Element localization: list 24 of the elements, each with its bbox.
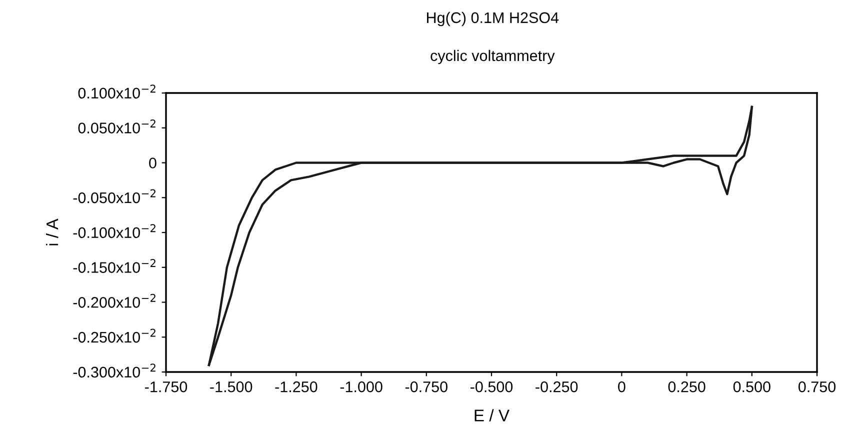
x-tick-label: -1.500 (210, 381, 252, 392)
chart-title: Hg(C) 0.1M H2SO4 (427, 12, 559, 26)
y-tick-label: 0 (149, 158, 156, 168)
x-axis-title: E / V (474, 409, 510, 422)
x-tick-label: -0.250 (536, 381, 578, 392)
y-tick-label: -0.200x10$^{−2}$ (73, 294, 156, 308)
y-tick-label: -0.100x10$^{−2}$ (73, 224, 156, 238)
x-tick-label: -1.250 (275, 381, 318, 392)
x-tick-label: 0.500 (733, 381, 770, 392)
x-tick-label: -0.500 (470, 381, 513, 392)
y-tick-label: 0.100x10$^{−2}$ (78, 84, 156, 99)
x-tick-label: -1.000 (340, 381, 382, 392)
x-tick-label: -1.750 (145, 381, 188, 392)
x-tick-label: -0.750 (405, 381, 448, 392)
y-tick-label: -0.150x10$^{−2}$ (73, 259, 156, 273)
y-tick-label: -0.300x10$^{−2}$ (73, 364, 156, 378)
chart-subtitle: cyclic voltammetry (430, 50, 555, 64)
x-tick-label: 0.250 (668, 381, 706, 392)
x-tick-label: 0 (618, 381, 626, 392)
y-axis-title: i / A (46, 218, 58, 246)
y-tick-label: -0.250x10$^{−2}$ (73, 328, 156, 343)
x-tick-label: 0.750 (798, 381, 836, 392)
y-tick-label: 0.050x10$^{−2}$ (78, 120, 156, 134)
y-tick-label: -0.050x10$^{−2}$ (73, 189, 156, 204)
